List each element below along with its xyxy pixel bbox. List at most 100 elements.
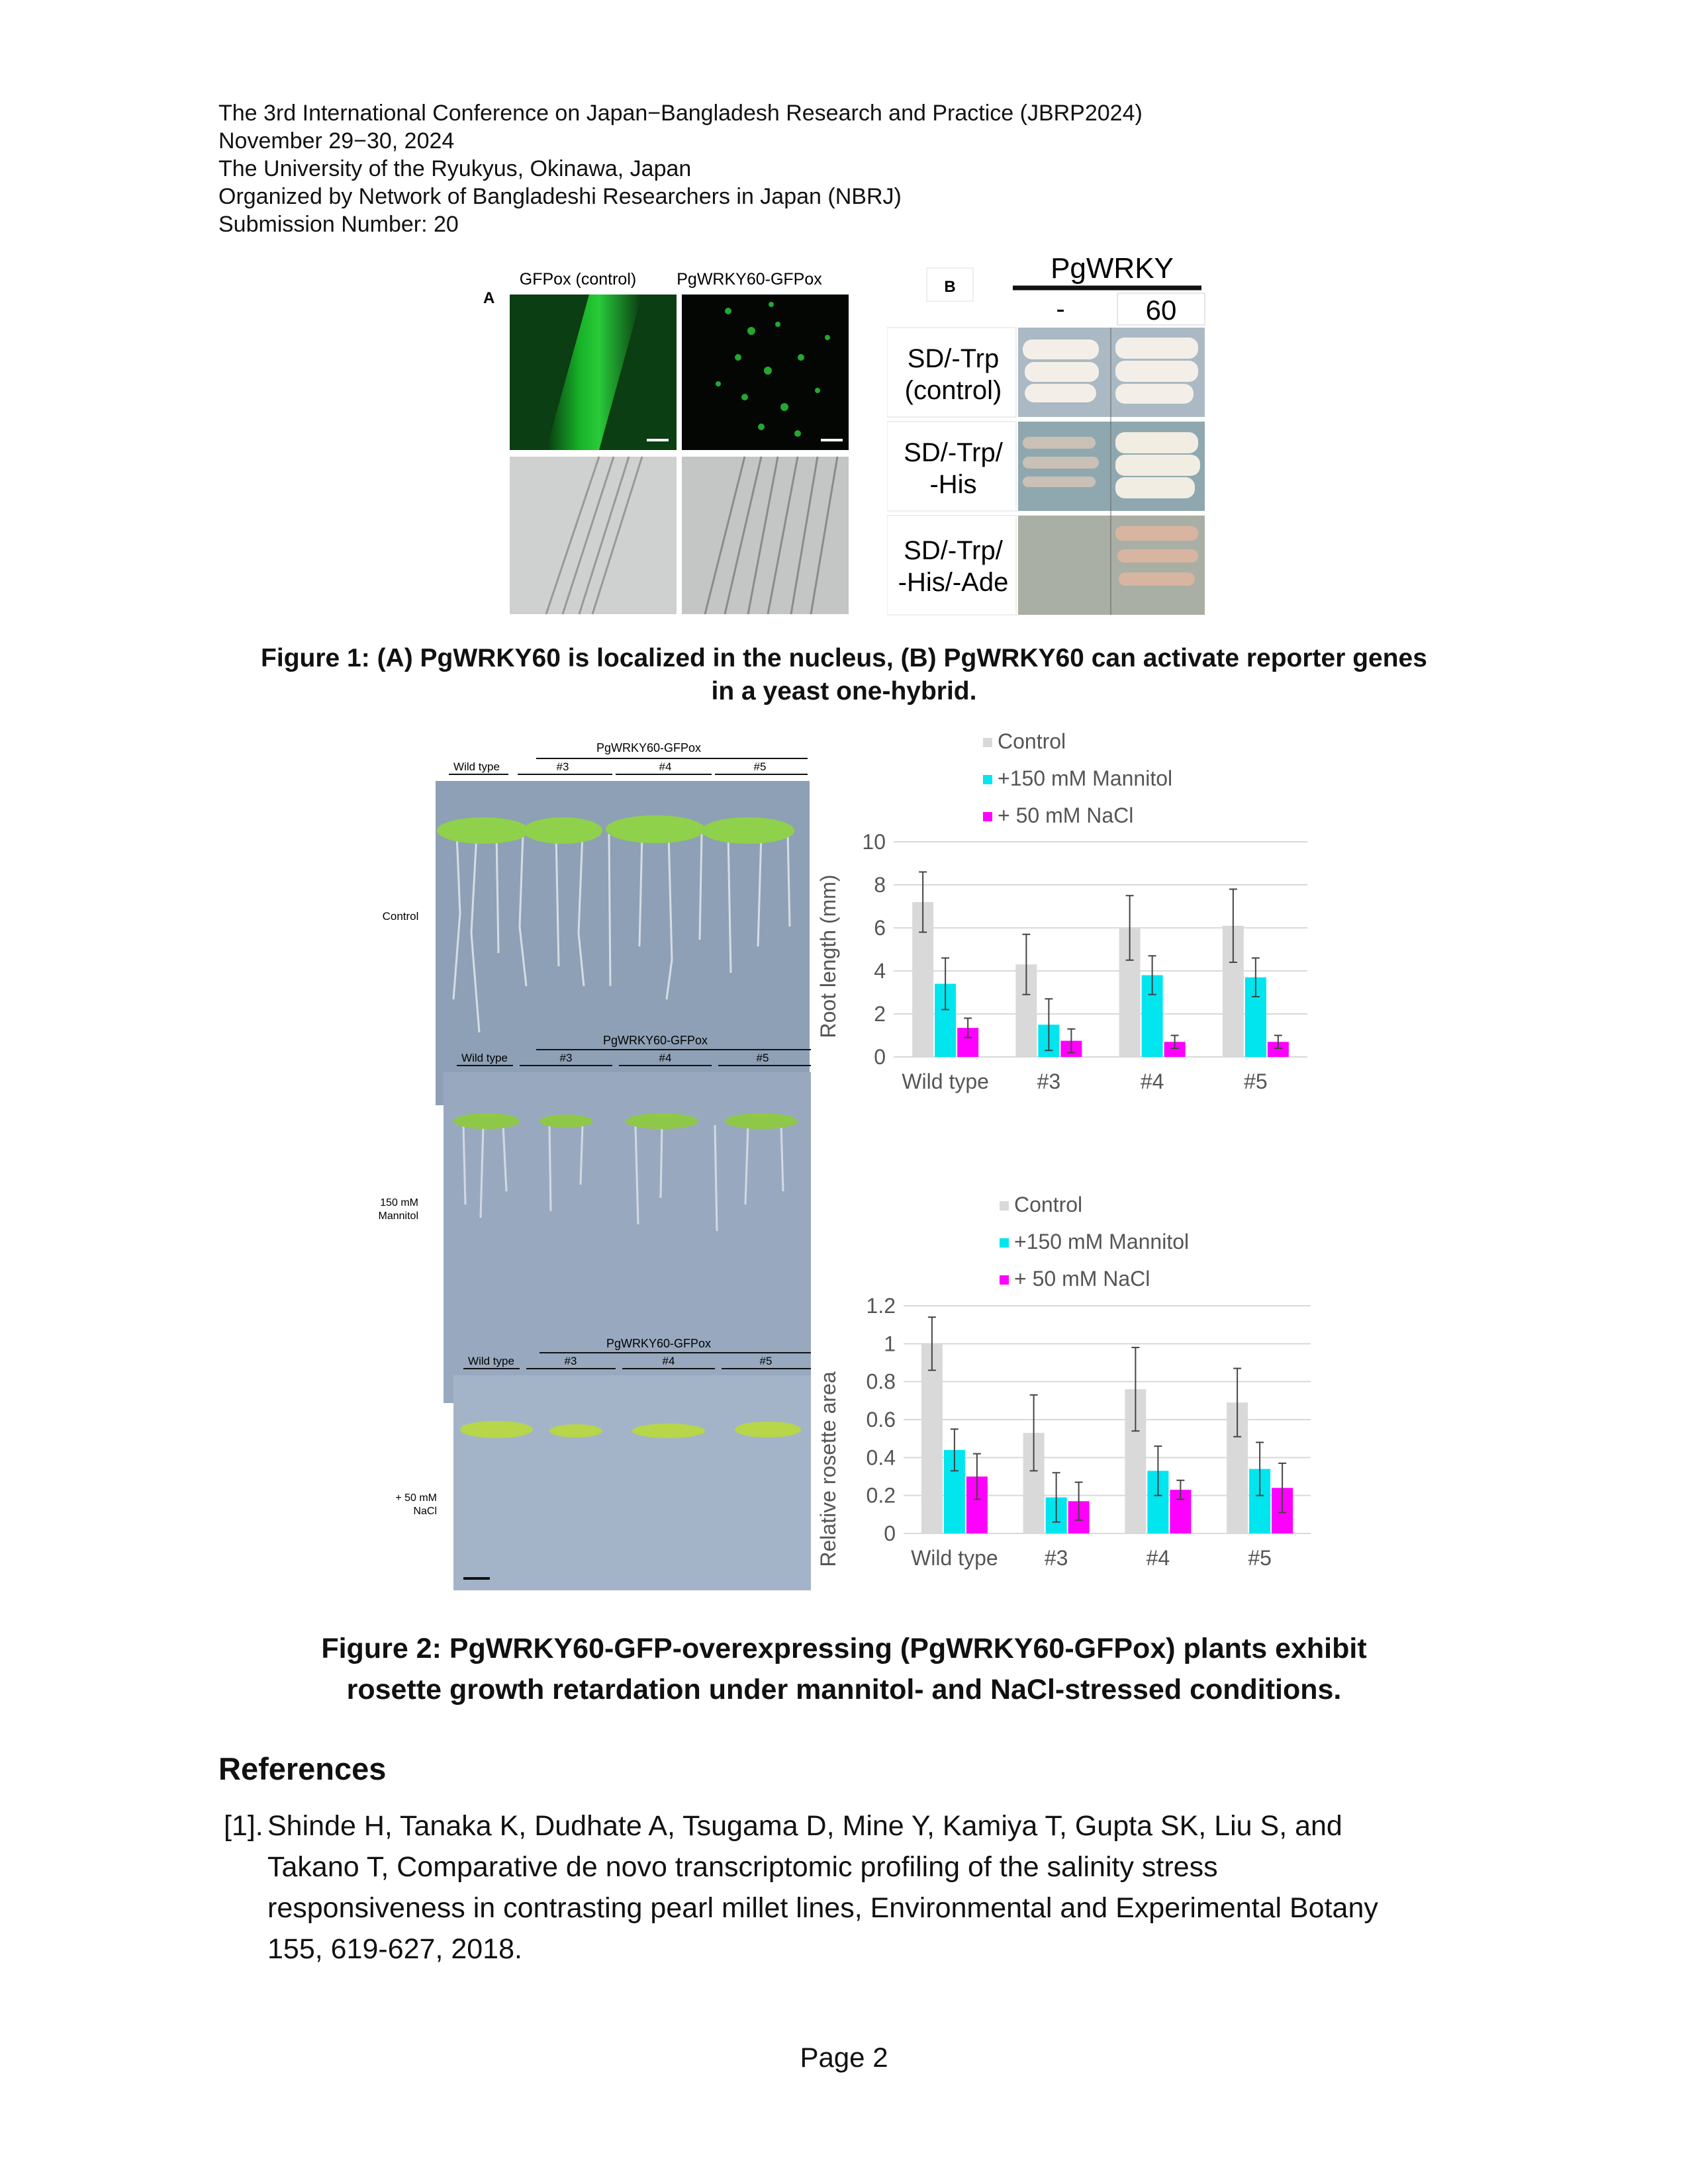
reference-line: 155, 619-627, 2018. xyxy=(267,1933,522,1965)
reference-line: Takano T, Comparative de novo transcript… xyxy=(267,1851,1218,1883)
chart1-legend-swatch-1 xyxy=(983,775,992,784)
figure1-panel-b: B PgWRKY - 60 SD/-Trp (control) SD/-Trp/… xyxy=(887,252,1205,615)
chart2-ytick-label: 0.4 xyxy=(867,1445,896,1469)
chart2-ytick-label: 0.6 xyxy=(867,1408,896,1432)
panel-b-col2: 60 xyxy=(1146,295,1177,326)
chart2-xtick-label: #5 xyxy=(1248,1546,1272,1570)
chart1-bar xyxy=(1267,1042,1289,1057)
plate2-group-label: PgWRKY60-GFPox xyxy=(603,1034,708,1047)
chart1-legend-label-0: Control xyxy=(998,729,1066,753)
header-line: The University of the Ryukyus, Okinawa, … xyxy=(218,156,692,181)
panel-a-col2-label: PgWRKY60-GFPox xyxy=(677,270,822,289)
chart2-legend-swatch-0 xyxy=(1000,1201,1009,1210)
chart1-legend-label-1: +150 mM Mannitol xyxy=(998,766,1172,790)
panel-b-letter: B xyxy=(944,278,955,296)
chart1-xtick-label: #5 xyxy=(1244,1069,1268,1093)
chart2-ytick-label: 0 xyxy=(884,1522,896,1545)
root-length-chart: Control +150 mM Mannitol + 50 mM NaCl Ro… xyxy=(816,729,1307,1093)
chart1-bar xyxy=(1164,1042,1186,1057)
plate3-condition-l2: NaCl xyxy=(413,1506,437,1517)
reference-line: responsiveness in contrasting pearl mill… xyxy=(267,1892,1378,1924)
chart1-ytick-label: 8 xyxy=(874,873,886,897)
chart2-ytick-label: 1 xyxy=(884,1332,896,1355)
plate-nacl-image xyxy=(453,1375,811,1590)
chart2-bar xyxy=(921,1343,943,1533)
figure1-caption-line: Figure 1: (A) PgWRKY60 is localized in t… xyxy=(261,644,1427,672)
chart2-legend-label-2: + 50 mM NaCl xyxy=(1014,1267,1150,1291)
figure2-plates: PgWRKY60-GFPox Wild type #3 #4 #5 Contro… xyxy=(379,741,811,1590)
chart1-ylabel: Root length (mm) xyxy=(816,874,840,1038)
plate3-condition-l1: + 50 mM xyxy=(395,1492,437,1504)
chart2-plot-area: 0 0.2 0.4 0.6 0.8 1 1.2 Wild type #3 #4 #5 xyxy=(867,1294,1311,1570)
header-line: Submission Number: 20 xyxy=(218,212,459,237)
figure2-caption-line: rosette growth retardation under mannito… xyxy=(346,1674,1342,1706)
plate1-wildtype: Wild type xyxy=(453,760,500,773)
chart2-ytick-label: 1.2 xyxy=(867,1294,896,1318)
chart1-legend-label-2: + 50 mM NaCl xyxy=(998,803,1133,827)
chart2-legend-label-1: +150 mM Mannitol xyxy=(1014,1230,1189,1253)
plate1-line3: #3 xyxy=(557,760,569,773)
chart2-legend-swatch-2 xyxy=(1000,1275,1009,1285)
chart2-ylabel: Relative rosette area xyxy=(816,1371,840,1567)
chart2-xtick-label: #3 xyxy=(1045,1546,1068,1570)
row3-label-l2: -His/-Ade xyxy=(898,568,1009,597)
plate3-wildtype: Wild type xyxy=(468,1355,514,1367)
plate2-line5: #5 xyxy=(757,1052,769,1064)
figure1-caption-line: in a yeast one-hybrid. xyxy=(711,677,977,705)
chart2-legend-label-0: Control xyxy=(1014,1193,1082,1216)
plate2-condition-l2: Mannitol xyxy=(379,1210,418,1222)
chart1-legend-swatch-0 xyxy=(983,738,992,747)
figure1-caption: Figure 1: (A) PgWRKY60 is localized in t… xyxy=(199,642,1489,708)
brightfield-pgwrky60-image xyxy=(682,457,849,614)
chart1-xtick-label: #4 xyxy=(1141,1069,1164,1093)
plate2-line4: #4 xyxy=(659,1052,672,1064)
figure1-panel-a: A GFPox (control) PgWRKY60-GFPox xyxy=(467,270,864,615)
brightfield-control-image xyxy=(510,457,677,614)
reference-number: [1]. xyxy=(224,1810,263,1842)
chart1-xtick-label: #3 xyxy=(1037,1069,1061,1093)
chart1-plot-area: 0 2 4 6 8 10 Wild type #3 #4 #5 xyxy=(862,830,1307,1093)
panel-b-title: PgWRKY xyxy=(1051,252,1174,285)
plate1-line5: #5 xyxy=(754,760,767,773)
chart1-ytick-label: 4 xyxy=(874,959,886,983)
chart1-legend: Control +150 mM Mannitol + 50 mM NaCl xyxy=(983,729,1172,827)
plate2-condition-l1: 150 mM xyxy=(380,1197,418,1208)
panel-a-letter: A xyxy=(483,289,494,307)
plate3-line3: #3 xyxy=(565,1355,577,1367)
chart2-ytick-label: 0.8 xyxy=(867,1370,896,1394)
plate2-line3: #3 xyxy=(560,1052,573,1064)
rosette-area-chart: Control +150 mM Mannitol + 50 mM NaCl Re… xyxy=(816,1193,1311,1570)
chart1-ytick-label: 0 xyxy=(874,1045,886,1069)
header-line: November 29−30, 2024 xyxy=(218,128,455,154)
row3-label-l1: SD/-Trp/ xyxy=(904,536,1004,565)
plate2-wildtype: Wild type xyxy=(461,1052,508,1064)
plate3-group-label: PgWRKY60-GFPox xyxy=(606,1337,711,1350)
header-line: The 3rd International Conference on Japa… xyxy=(218,101,1143,126)
chart1-xtick-label: Wild type xyxy=(902,1069,989,1093)
plate3-line4: #4 xyxy=(663,1355,675,1367)
plate1-line4: #4 xyxy=(659,760,672,773)
reference-line: Shinde H, Tanaka K, Dudhate A, Tsugama D… xyxy=(267,1810,1342,1842)
conference-header: The 3rd International Conference on Japa… xyxy=(218,99,1143,238)
chart2-xtick-label: Wild type xyxy=(911,1546,998,1570)
row1-label-l2: (control) xyxy=(905,376,1002,405)
header-line: Organized by Network of Bangladeshi Rese… xyxy=(218,184,902,209)
plate3-line5: #5 xyxy=(760,1355,773,1367)
plate1-condition: Control xyxy=(383,910,419,923)
row1-label-l1: SD/-Trp xyxy=(908,344,1000,373)
panel-b-col1: - xyxy=(1056,295,1064,324)
chart1-ytick-label: 6 xyxy=(874,916,886,940)
references-heading: References xyxy=(218,1751,387,1786)
plate1-group-label: PgWRKY60-GFPox xyxy=(596,741,701,754)
figure2-caption: Figure 2: PgWRKY60-GFP-overexpressing (P… xyxy=(199,1628,1489,1710)
row2-label-l2: -His xyxy=(929,470,976,499)
chart2-legend-swatch-1 xyxy=(1000,1238,1009,1248)
reference-item: [1]. Shinde H, Tanaka K, Dudhate A, Tsug… xyxy=(224,1805,1481,1970)
chart1-ytick-label: 10 xyxy=(862,830,886,854)
chart2-legend: Control +150 mM Mannitol + 50 mM NaCl xyxy=(1000,1193,1189,1291)
chart1-ytick-label: 2 xyxy=(874,1002,886,1026)
chart1-legend-swatch-2 xyxy=(983,812,992,821)
panel-a-col1-label: GFPox (control) xyxy=(520,270,636,289)
figure2-caption-line: Figure 2: PgWRKY60-GFP-overexpressing (P… xyxy=(321,1633,1367,1664)
page-number: Page 2 xyxy=(800,2042,888,2073)
